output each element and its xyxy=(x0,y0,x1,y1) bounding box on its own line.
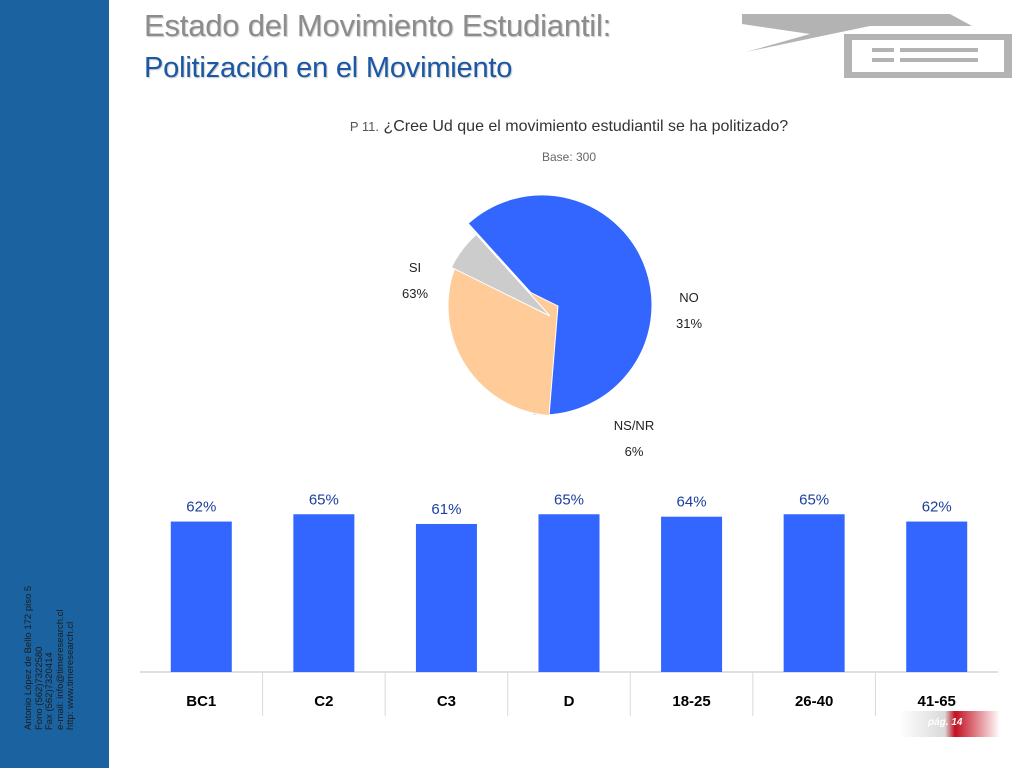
x-tick-label: 41-65 xyxy=(918,693,956,710)
page-subtitle: Politización en el Movimiento xyxy=(144,52,513,84)
bar-d xyxy=(538,514,600,672)
pie-label-nsnr-name: NS/NR xyxy=(613,418,655,433)
x-tick-label: 18-25 xyxy=(672,693,710,710)
contact-info: Antonio López de Bello 172 piso 5 Fono (… xyxy=(23,530,77,730)
bar-value-label: 65% xyxy=(554,491,584,508)
bar-value-label: 61% xyxy=(431,501,461,518)
x-tick-label: C3 xyxy=(437,693,456,710)
sidebar xyxy=(0,0,109,768)
contact-website: http: www.timeresearch.cl xyxy=(65,621,77,730)
bar-value-label: 62% xyxy=(186,499,216,516)
page-title: Estado del Movimiento Estudiantil: xyxy=(144,8,612,43)
pie-slice-no xyxy=(447,256,559,417)
question-number: P 11. xyxy=(349,119,380,134)
pie-label-nsnr: NS/NR 6% xyxy=(604,413,664,465)
document-logo-icon xyxy=(742,14,1012,78)
x-tick-label: 26-40 xyxy=(795,693,833,710)
bar-chart: 62% BC1 65% C2 61% C3 65% D 64% 18-25 65% 26-40 62% 4… xyxy=(140,491,998,716)
pie-label-si-name: SI xyxy=(408,260,422,275)
pie-label-no-value: 31% xyxy=(675,316,703,331)
question-title: P 11. ¿Cree Ud que el movimiento estudia… xyxy=(0,118,1024,136)
pie-label-si: SI 63% xyxy=(392,255,438,307)
bar-18-25 xyxy=(661,516,723,672)
bar-41-65 xyxy=(906,521,968,672)
question-base: Base: 300 xyxy=(541,150,597,164)
x-tick-label: D xyxy=(564,693,575,710)
pie-label-no-name: NO xyxy=(679,290,699,305)
pie-label-si-value: 63% xyxy=(401,286,429,301)
question-text: ¿Cree Ud que el movimiento estudiantil s… xyxy=(383,118,789,135)
page-number: pág. 14 xyxy=(928,717,963,728)
bar-c2 xyxy=(293,514,355,672)
page-number-badge: pág. 14 xyxy=(900,711,1000,737)
bar-value-label: 62% xyxy=(922,499,952,516)
x-tick-label: C2 xyxy=(314,693,333,710)
bar-c3 xyxy=(415,523,477,672)
bar-value-label: 64% xyxy=(677,494,707,511)
bar-value-label: 65% xyxy=(309,491,339,508)
pie-label-no: NO 31% xyxy=(666,285,712,337)
bar-26-40 xyxy=(783,514,845,672)
pie-slice-nsnr xyxy=(450,233,551,317)
x-tick-label: BC1 xyxy=(186,693,216,710)
bar-value-label: 65% xyxy=(799,491,829,508)
pie-label-nsnr-value: 6% xyxy=(624,444,644,459)
bar-bc1 xyxy=(170,521,232,672)
contact-address: Antonio López de Bello 172 piso 5 xyxy=(23,585,34,730)
pie-slice-si xyxy=(467,194,653,416)
